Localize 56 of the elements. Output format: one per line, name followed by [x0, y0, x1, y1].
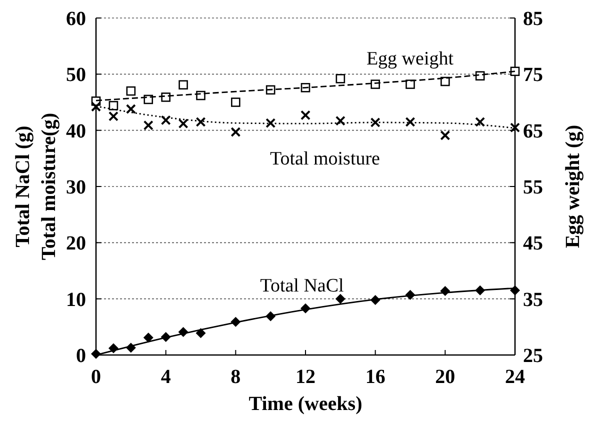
point: [178, 118, 188, 129]
y2-tick-label: 25: [523, 345, 543, 367]
y2-tick-label: 45: [523, 232, 543, 255]
point: [510, 285, 520, 296]
point: [231, 98, 240, 107]
x-tick-label: 4: [160, 366, 171, 388]
y-tick-label: 50: [66, 64, 86, 86]
point: [266, 118, 276, 128]
point: [475, 116, 486, 127]
y-tick-label: 30: [66, 176, 86, 198]
point: [196, 116, 206, 127]
point: [126, 86, 136, 96]
y-tick-label: 10: [66, 288, 86, 311]
point: [91, 348, 101, 359]
point: [160, 115, 171, 126]
point: [300, 110, 310, 120]
y2-tick-label: 65: [523, 120, 543, 142]
x-tick-label: 24: [505, 366, 525, 388]
y-tick-label: 20: [66, 232, 86, 255]
point: [440, 76, 450, 86]
x-tick-label: 20: [435, 366, 456, 388]
y-tick-label: 40: [66, 120, 86, 142]
point: [440, 130, 450, 140]
x-tick-label: 12: [296, 366, 316, 388]
point: [510, 122, 520, 133]
y-tick-label: 60: [66, 8, 86, 30]
point: [178, 80, 188, 90]
y2-tick-label: 75: [523, 64, 543, 86]
x-tick-label: 8: [230, 366, 241, 388]
y2-axis-title: Egg weight (g): [562, 124, 584, 248]
annotation: Total moisture: [270, 148, 380, 170]
y2-tick-label: 35: [523, 288, 543, 311]
x-axis-title: Time (weeks): [248, 393, 362, 415]
point: [405, 116, 416, 127]
y-tick-label: 0: [76, 345, 86, 367]
point: [108, 111, 118, 122]
point: [335, 116, 346, 126]
point: [143, 120, 154, 130]
y2-tick-label: 85: [523, 8, 543, 30]
point: [406, 80, 415, 89]
point: [196, 328, 206, 338]
x-tick-label: 0: [91, 366, 101, 388]
x-tick-label: 16: [365, 366, 386, 388]
point: [230, 127, 241, 138]
point: [108, 100, 118, 110]
point: [143, 332, 154, 343]
annotation: Egg weight: [366, 48, 454, 70]
point: [126, 104, 136, 114]
point: [510, 66, 520, 76]
y2-tick-label: 55: [523, 176, 543, 198]
annotation: Total NaCl: [260, 276, 344, 297]
point: [336, 74, 346, 84]
point: [370, 117, 380, 128]
point: [335, 294, 346, 304]
y-axis-title: Total NaCl (g) Total moisture(g): [12, 112, 60, 260]
point: [91, 102, 101, 112]
